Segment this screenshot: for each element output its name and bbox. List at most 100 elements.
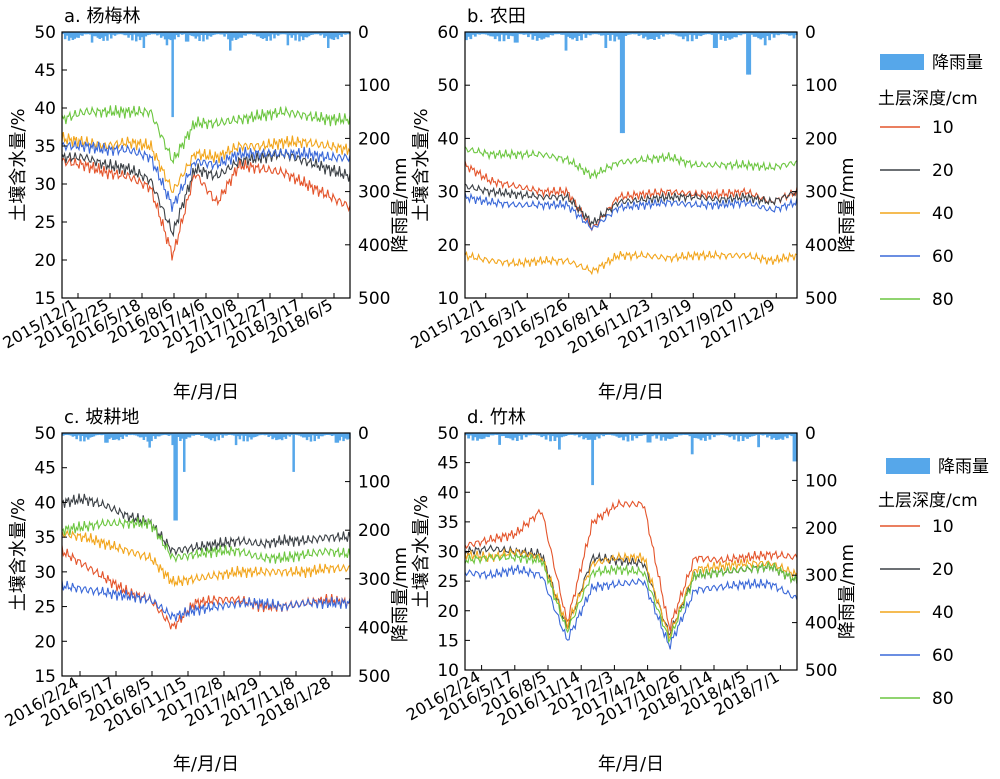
rain-bar	[213, 433, 217, 442]
moisture-line-20cm	[61, 148, 351, 238]
legend-depth-label: 20	[932, 161, 954, 181]
rain-bar	[154, 32, 157, 35]
rain-bar	[772, 32, 776, 38]
rain-bar	[535, 32, 539, 41]
rain-bar	[148, 433, 151, 448]
rain-bar	[754, 433, 758, 436]
rain-bar	[788, 32, 791, 36]
rain-bar	[777, 32, 780, 36]
rain-bar	[273, 433, 276, 438]
rain-bar	[573, 433, 577, 436]
rain-bar	[156, 32, 159, 36]
rain-bar	[125, 32, 128, 36]
moisture-series-group	[61, 105, 351, 261]
rain-bar	[319, 433, 322, 437]
rain-bar	[478, 32, 482, 35]
rain-bar	[148, 32, 151, 35]
rain-bar	[712, 433, 716, 438]
legend-rain-label: 降雨量	[938, 457, 989, 477]
rain-bar	[500, 32, 504, 35]
rain-bar	[564, 433, 568, 436]
rain-bar	[63, 32, 67, 40]
rain-bar	[344, 433, 347, 439]
rain-bar	[538, 433, 541, 436]
rain-bar	[117, 433, 121, 441]
rain-bar	[595, 433, 599, 437]
rain-bar	[92, 433, 96, 437]
rain-bar	[748, 32, 752, 75]
rain-bar	[664, 433, 668, 441]
rain-tick-label: 400	[358, 236, 390, 256]
rain-bar	[211, 32, 215, 36]
rain-bar	[467, 32, 471, 37]
rain-bar	[85, 433, 88, 438]
rain-bar	[750, 32, 754, 35]
rain-bar	[467, 433, 471, 439]
rain-bar	[346, 433, 349, 440]
y-tick-label: 15	[437, 631, 459, 651]
rain-bar	[743, 32, 747, 35]
legend-depth-label: 20	[932, 560, 954, 580]
rain-bar	[604, 32, 608, 48]
rain-bar	[121, 433, 125, 439]
rain-bar	[309, 433, 313, 442]
rain-bar	[217, 433, 221, 441]
y-tick-label: 35	[34, 137, 56, 157]
rain-bar	[659, 32, 663, 35]
rain-bar	[584, 433, 588, 438]
rain-bar	[200, 433, 203, 436]
rain-bar	[265, 32, 269, 41]
y-tick-label: 20	[437, 602, 459, 622]
rain-bar	[655, 32, 659, 37]
rain-bar	[163, 433, 167, 435]
y-tick-label: 35	[34, 528, 56, 548]
rain-bar	[275, 433, 278, 441]
rain-bar	[229, 433, 232, 435]
y-tick-label: 15	[34, 289, 56, 309]
rain-bar	[73, 32, 77, 39]
rain-bar	[657, 433, 661, 436]
rain-bar	[244, 433, 247, 436]
rain-bar	[294, 32, 297, 41]
rain-bar	[566, 32, 570, 37]
rain-bar	[313, 433, 317, 442]
legend-depth-entries: 10 20 40 60 80	[880, 517, 954, 709]
rain-bar	[706, 32, 710, 35]
rain-bar	[240, 433, 244, 436]
rain-bar	[642, 32, 645, 39]
rain-bar	[133, 433, 136, 436]
rain-bar	[757, 32, 761, 39]
rain-tick-label: 100	[805, 471, 837, 491]
rain-bar	[546, 32, 550, 38]
rain-bar	[242, 32, 246, 36]
moisture-line-20cm	[61, 493, 351, 557]
rain-bar	[144, 32, 148, 37]
rain-bar	[90, 32, 94, 43]
y-axis-label: 土壤含水量/%	[411, 108, 432, 221]
rain-bar	[67, 433, 71, 436]
rain-bar	[321, 433, 324, 437]
rain-bar	[491, 32, 495, 37]
rain-bar	[133, 32, 136, 35]
rain-bar	[213, 32, 217, 35]
rain-bar	[473, 433, 477, 438]
rain-bar	[127, 433, 130, 435]
rain-bar	[779, 32, 783, 35]
rain-bar	[227, 433, 230, 435]
rain-bar	[196, 433, 199, 435]
moisture-line-60cm	[464, 564, 798, 650]
rain-bar	[681, 32, 685, 40]
rain-bar	[710, 32, 714, 35]
rain-bar	[277, 32, 280, 36]
rain-bar	[123, 433, 126, 436]
rain-bar	[677, 32, 681, 37]
rain-bar	[644, 433, 648, 435]
rain-bar	[71, 32, 75, 40]
rain-series	[62, 433, 351, 521]
rain-tick-label: 500	[358, 289, 390, 309]
rain-bar	[551, 32, 555, 36]
rain-bar	[540, 433, 544, 438]
rain-bar	[336, 433, 340, 443]
rain-bar	[730, 433, 734, 437]
rain-bar	[271, 433, 274, 440]
